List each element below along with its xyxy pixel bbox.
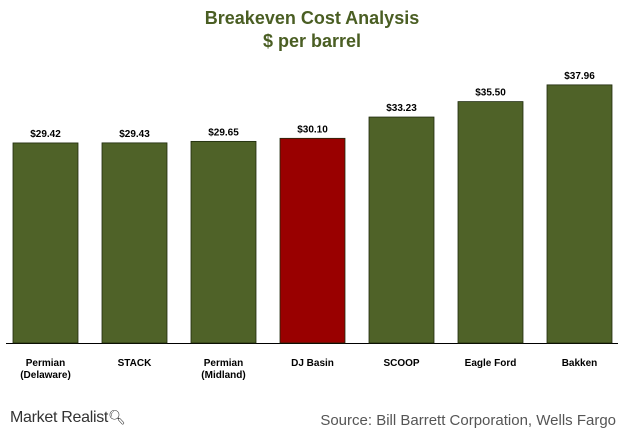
category-label-6: Bakken [562,358,598,369]
value-label-2: $29.65 [208,127,239,138]
value-label-0: $29.42 [30,129,61,140]
value-label-6: $37.96 [564,71,595,82]
bar-6 [546,84,613,344]
category-label-3: DJ Basin [291,358,334,369]
bar-3 [279,137,346,344]
magnifier-icon: 🔍︎ [108,409,126,425]
source-note: Source: Bill Barrett Corporation, Wells … [320,412,616,429]
bar-1 [101,142,168,344]
chart-subtitle: $ per barrel [262,31,362,51]
bar-4 [368,116,435,344]
value-label-3: $30.10 [297,124,328,135]
bar-0 [12,142,79,344]
value-label-1: $29.43 [119,129,150,140]
brand-name: Market Realist [10,409,109,426]
value-label-5: $35.50 [475,88,506,99]
bar-5 [457,101,524,344]
category-label-5: Eagle Ford [465,358,517,369]
bar-2 [190,140,257,344]
chart-title: Breakeven Cost Analysis [204,8,420,28]
category-label-1: STACK [118,358,152,369]
category-label-0: Permian (Delaware) [20,358,71,381]
brand-logo: Market Realist🔍︎ [10,409,126,427]
value-label-4: $33.23 [386,103,417,114]
category-label-2: Permian (Midland) [201,358,245,381]
category-label-4: SCOOP [383,358,419,369]
